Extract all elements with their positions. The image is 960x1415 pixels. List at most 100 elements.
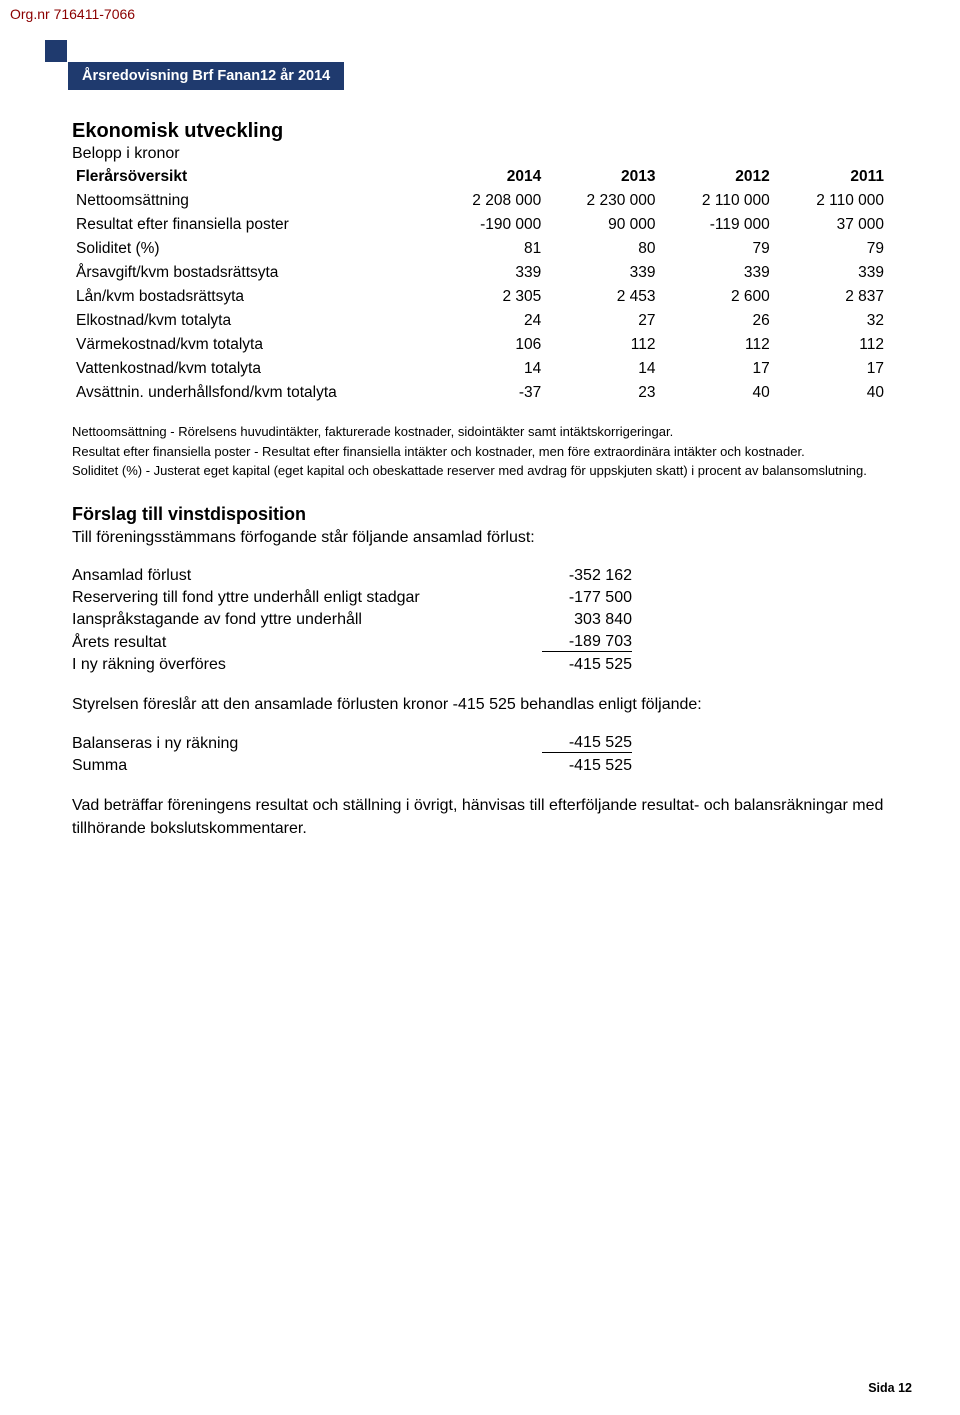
overview-header-row: Flerårsöversikt 2014 2013 2012 2011 — [72, 165, 888, 189]
row-value: 2 208 000 — [431, 189, 545, 213]
overview-row: Lån/kvm bostadsrättsyta2 3052 4532 6002 … — [72, 285, 888, 309]
footnote-line: Nettoomsättning - Rörelsens huvudintäkte… — [72, 423, 888, 441]
overview-row: Värmekostnad/kvm totalyta106112112112 — [72, 333, 888, 357]
row-value: 40 — [660, 381, 774, 405]
row-value: 14 — [545, 357, 659, 381]
year-header: 2014 — [431, 165, 545, 189]
page-content: Ekonomisk utveckling Belopp i kronor Fle… — [72, 120, 888, 856]
disposition-table-2: Balanseras i ny räkning-415 525Summa-415… — [72, 732, 632, 777]
disposition-label: Ansamlad förlust — [72, 565, 512, 587]
row-label: Nettoomsättning — [72, 189, 431, 213]
disposition-table-1: Ansamlad förlust-352 162Reservering till… — [72, 565, 632, 676]
overview-row: Nettoomsättning2 208 0002 230 0002 110 0… — [72, 189, 888, 213]
disposition-label: Balanseras i ny räkning — [72, 732, 512, 755]
row-value: 339 — [545, 261, 659, 285]
org-number: Org.nr 716411-7066 — [10, 6, 135, 22]
disposition-row: Ansamlad förlust-352 162 — [72, 565, 632, 587]
mid-text: Styrelsen föreslår att den ansamlade för… — [72, 694, 888, 716]
footnotes: Nettoomsättning - Rörelsens huvudintäkte… — [72, 423, 888, 480]
header-square-icon — [45, 40, 67, 62]
disposition-label: Årets resultat — [72, 631, 512, 654]
year-header: 2013 — [545, 165, 659, 189]
disposition-value: -352 162 — [512, 565, 632, 587]
disposition-value: 303 840 — [512, 609, 632, 631]
row-value: 2 600 — [660, 285, 774, 309]
row-value: -119 000 — [660, 213, 774, 237]
row-value: -190 000 — [431, 213, 545, 237]
disposition-row: Reservering till fond yttre underhåll en… — [72, 587, 632, 609]
disposition-row: I ny räkning överföres-415 525 — [72, 654, 632, 676]
row-value: 2 110 000 — [660, 189, 774, 213]
overview-row: Elkostnad/kvm totalyta24272632 — [72, 309, 888, 333]
disposition-value: -415 525 — [512, 732, 632, 755]
overview-row: Avsättnin. underhållsfond/kvm totalyta-3… — [72, 381, 888, 405]
row-value: 81 — [431, 237, 545, 261]
row-value: 32 — [774, 309, 888, 333]
row-label: Värmekostnad/kvm totalyta — [72, 333, 431, 357]
row-value: 339 — [431, 261, 545, 285]
row-value: 79 — [660, 237, 774, 261]
overview-row: Årsavgift/kvm bostadsrättsyta33933933933… — [72, 261, 888, 285]
section-title-ekonomisk: Ekonomisk utveckling — [72, 120, 888, 143]
disposition-label: Reservering till fond yttre underhåll en… — [72, 587, 512, 609]
row-value: 40 — [774, 381, 888, 405]
row-label: Årsavgift/kvm bostadsrättsyta — [72, 261, 431, 285]
row-value: 23 — [545, 381, 659, 405]
row-value: 2 453 — [545, 285, 659, 309]
disposition-value: -415 525 — [512, 654, 632, 676]
overview-table-title: Flerårsöversikt — [72, 165, 431, 189]
row-value: 26 — [660, 309, 774, 333]
row-value: 339 — [774, 261, 888, 285]
row-label: Resultat efter finansiella poster — [72, 213, 431, 237]
disposition-value: -177 500 — [512, 587, 632, 609]
header-decoration — [45, 40, 67, 62]
overview-row: Soliditet (%)81807979 — [72, 237, 888, 261]
document-header-title: Årsredovisning Brf Fanan12 år 2014 — [68, 62, 344, 90]
row-label: Vattenkostnad/kvm totalyta — [72, 357, 431, 381]
row-value: 112 — [660, 333, 774, 357]
disposition-row: Ianspråkstagande av fond yttre underhåll… — [72, 609, 632, 631]
row-value: 112 — [774, 333, 888, 357]
row-label: Lån/kvm bostadsrättsyta — [72, 285, 431, 309]
row-label: Soliditet (%) — [72, 237, 431, 261]
row-value: 80 — [545, 237, 659, 261]
disposition-label: Ianspråkstagande av fond yttre underhåll — [72, 609, 512, 631]
intro-text: Till föreningsstämmans förfogande står f… — [72, 527, 888, 549]
disposition-label: Summa — [72, 755, 512, 777]
row-value: 2 110 000 — [774, 189, 888, 213]
row-label: Elkostnad/kvm totalyta — [72, 309, 431, 333]
row-value: 27 — [545, 309, 659, 333]
row-value: 2 305 — [431, 285, 545, 309]
disposition-row: Årets resultat-189 703 — [72, 631, 632, 654]
outro-text: Vad beträffar föreningens resultat och s… — [72, 795, 888, 840]
row-value: 2 837 — [774, 285, 888, 309]
row-value: 90 000 — [545, 213, 659, 237]
row-value: 79 — [774, 237, 888, 261]
disposition-value: -189 703 — [512, 631, 632, 654]
disposition-row: Balanseras i ny räkning-415 525 — [72, 732, 632, 755]
disposition-label: I ny räkning överföres — [72, 654, 512, 676]
page-number: Sida 12 — [868, 1381, 912, 1395]
row-value: -37 — [431, 381, 545, 405]
row-value: 24 — [431, 309, 545, 333]
row-value: 112 — [545, 333, 659, 357]
year-header: 2012 — [660, 165, 774, 189]
row-value: 17 — [774, 357, 888, 381]
row-value: 37 000 — [774, 213, 888, 237]
section-title-forslag: Förslag till vinstdisposition — [72, 504, 888, 525]
disposition-row: Summa-415 525 — [72, 755, 632, 777]
overview-table: Flerårsöversikt 2014 2013 2012 2011 Nett… — [72, 165, 888, 405]
row-value: 14 — [431, 357, 545, 381]
overview-row: Vattenkostnad/kvm totalyta14141717 — [72, 357, 888, 381]
row-value: 17 — [660, 357, 774, 381]
disposition-value: -415 525 — [512, 755, 632, 777]
row-value: 106 — [431, 333, 545, 357]
row-value: 339 — [660, 261, 774, 285]
overview-row: Resultat efter finansiella poster-190 00… — [72, 213, 888, 237]
footnote-line: Resultat efter finansiella poster - Resu… — [72, 443, 888, 461]
row-value: 2 230 000 — [545, 189, 659, 213]
year-header: 2011 — [774, 165, 888, 189]
footnote-line: Soliditet (%) - Justerat eget kapital (e… — [72, 462, 888, 480]
section-subtitle: Belopp i kronor — [72, 145, 888, 163]
row-label: Avsättnin. underhållsfond/kvm totalyta — [72, 381, 431, 405]
